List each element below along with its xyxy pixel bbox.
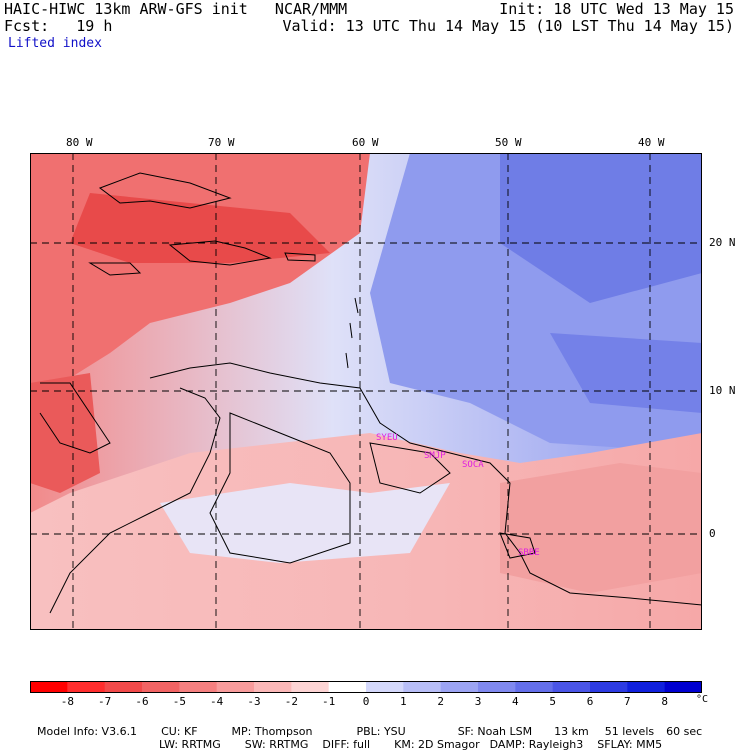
stable-core <box>500 153 702 303</box>
lat-label: 20 N <box>709 236 736 249</box>
station-label: SYEU <box>376 433 398 443</box>
colorbar-cell <box>291 681 330 693</box>
timestep: 60 sec <box>666 725 703 738</box>
init-time: Init: 18 UTC Wed 13 May 15 <box>499 0 734 18</box>
header-title: HAIC-HIWC 13km ARW-GFS init NCAR/MMM <box>4 0 348 18</box>
footer-line1: Model Info: V3.6.1 CU: KF MP: Thompson PBL:… <box>30 712 702 738</box>
lat-label: 0 <box>709 527 716 540</box>
colorbar-cell <box>515 681 554 693</box>
station-label: SOCA <box>462 460 484 470</box>
vertical-levels: 51 levels <box>604 725 655 738</box>
colorbar <box>30 681 702 693</box>
south-region <box>500 463 702 593</box>
colorbar-cell <box>627 681 666 693</box>
colorbar-tick-label: 8 <box>661 695 668 708</box>
lat-label: 10 N <box>709 384 736 397</box>
colorbar-cell <box>30 681 68 693</box>
colorbar-cell <box>328 681 367 693</box>
graticule <box>30 153 702 630</box>
model-version: Model Info: V3.6.1 <box>37 725 138 738</box>
colorbar-cell <box>664 681 702 693</box>
lon-label: 80 W <box>66 136 93 149</box>
colorbar-cell <box>67 681 106 693</box>
field-name: Lifted index <box>8 36 102 51</box>
colorbar-cell <box>216 681 255 693</box>
colorbar-tick-label: -1 <box>322 695 336 708</box>
lon-label: 50 W <box>495 136 522 149</box>
colorbar-cell <box>403 681 442 693</box>
colorbar-tick-label: 3 <box>474 695 482 708</box>
forecast-hour: Fcst: 19 h <box>4 17 113 35</box>
microphysics-scheme: MP: Thompson <box>231 725 313 738</box>
colorbar-tick-label: 0 <box>362 695 370 708</box>
valid-time: Valid: 13 UTC Thu 14 May 15 (10 LST Thu … <box>282 17 734 35</box>
colorbar-tick-label: -2 <box>284 695 298 708</box>
colorbar-cell <box>478 681 516 693</box>
unstable-core <box>70 193 330 263</box>
unstable-west <box>30 373 100 493</box>
lon-label: 60 W <box>352 136 379 149</box>
colorbar-cell <box>104 681 143 693</box>
colorbar-cell <box>552 681 591 693</box>
colorbar-tick-label: 7 <box>624 695 631 708</box>
cumulus-scheme: CU: KF <box>161 725 198 738</box>
grid-spacing: 13 km <box>554 725 589 738</box>
colorbar-tick-label: -5 <box>172 695 186 708</box>
colorbar-cell <box>179 681 218 693</box>
colorbar-cell <box>366 681 404 693</box>
colorbar-cell <box>254 681 292 693</box>
colorbar-tick-label: -6 <box>135 695 149 708</box>
lifted-index-map: SYEU SMJP SOCA SBBE <box>30 153 702 630</box>
colorbar-tick-label: -3 <box>247 695 261 708</box>
footer-line2: LW: RRTMG SW: RRTMG DIFF: full KM: 2D Smago… <box>152 725 662 751</box>
lon-label: 70 W <box>208 136 235 149</box>
map-frame <box>30 153 702 630</box>
station-label: SBBE <box>518 548 540 558</box>
colorbar-tick-label: 1 <box>400 695 407 708</box>
colorbar-cell <box>440 681 479 693</box>
colorbar-cell <box>590 681 628 693</box>
colorbar-tick-label: -8 <box>60 695 74 708</box>
pbl-scheme: PBL: YSU <box>356 725 406 738</box>
colorbar-cell <box>142 681 180 693</box>
colorbar-tick-label: 2 <box>437 695 444 708</box>
colorbar-tick-label: 4 <box>512 695 519 708</box>
surface-scheme: SF: Noah LSM <box>457 725 533 738</box>
lon-label: 40 W <box>638 136 665 149</box>
colorbar-unit: °C <box>695 694 709 705</box>
stable-core <box>550 333 702 413</box>
south-region <box>160 483 450 563</box>
colorbar-tick-label: 6 <box>586 695 594 708</box>
colorbar-tick-label: -4 <box>210 695 224 708</box>
coastlines <box>39 172 702 614</box>
colorbar-tick-label: -7 <box>98 695 112 708</box>
station-label: SMJP <box>424 451 446 461</box>
colorbar-tick-label: 5 <box>549 695 556 708</box>
